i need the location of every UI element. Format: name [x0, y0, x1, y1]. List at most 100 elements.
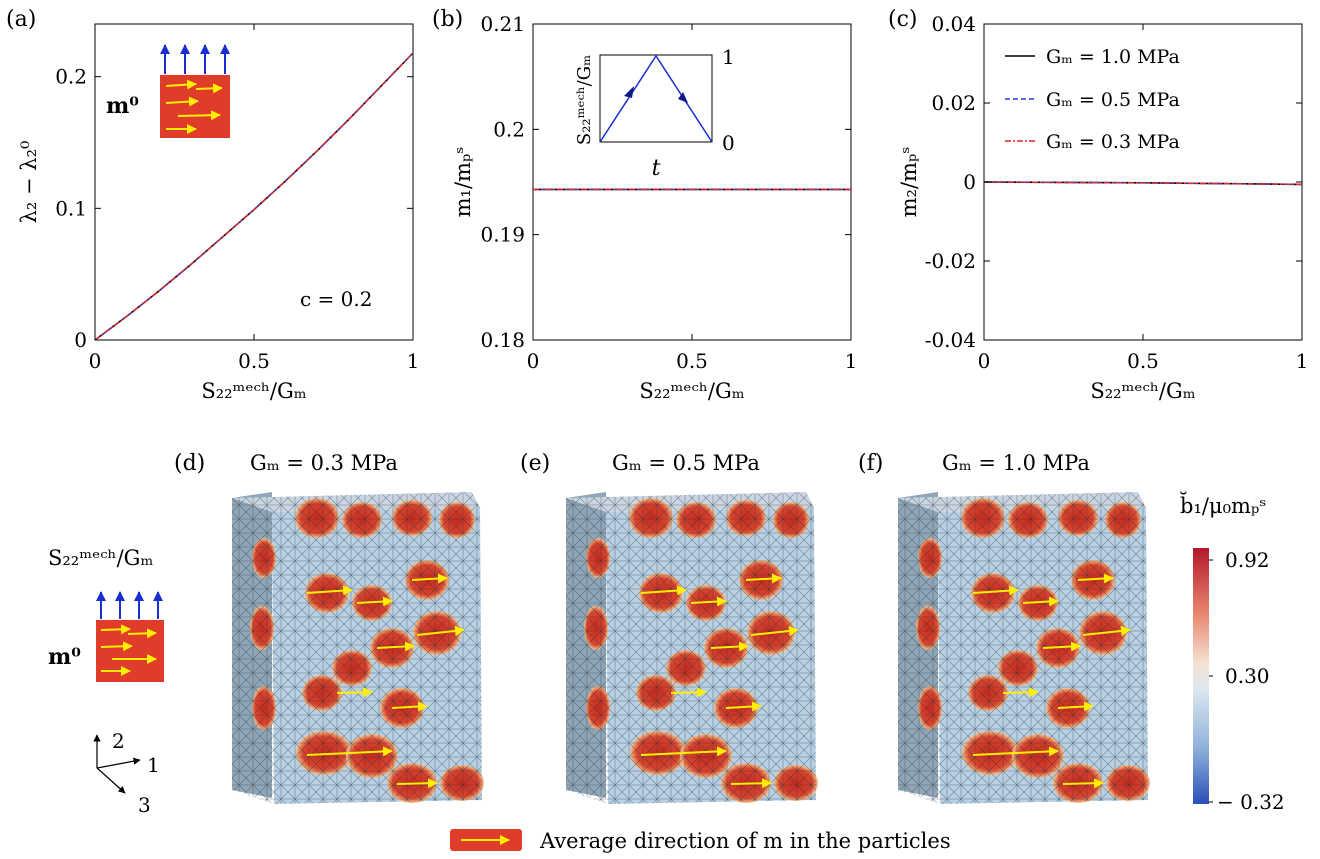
svg-text:m₂/mₚˢ: m₂/mₚˢ — [897, 147, 921, 218]
inset-xlabel: t — [652, 156, 661, 181]
svg-text:λ₂ − λ₂⁰: λ₂ − λ₂⁰ — [17, 141, 41, 224]
x-tick-label: 0.5 — [1127, 349, 1159, 373]
panel-a: (a) λ₂ − λ₂⁰ S₂₂ᵐᵉᶜʰ/Gₘ c = 0.2 0 0.5 1 0 0.… — [6, 7, 419, 403]
magnetization-arrow-icon — [396, 778, 438, 789]
cube-mesh — [898, 492, 1150, 804]
magnetization-arrow-icon — [1042, 641, 1081, 652]
y-tick-label: 0.1 — [55, 196, 87, 220]
x-tick-label: 1 — [1296, 349, 1309, 373]
y-tick-label: 0.21 — [480, 12, 525, 36]
y-tick-label: 0.19 — [480, 223, 525, 247]
ticks-b: 0 0.5 1 0.18 0.19 0.2 0.21 — [480, 12, 857, 373]
colorbar: b̆₁/μ₀mₚˢ 0.92 0.30 − 0.32 — [1180, 491, 1285, 814]
magnetization-arrow-icon — [306, 746, 393, 757]
ticks-c: 0 0.5 1 -0.04 -0.02 0 0.02 0.04 — [925, 12, 1309, 373]
x-tick-label: 0 — [527, 349, 540, 373]
y-tick-label: 0.2 — [55, 65, 87, 89]
series-marks-a — [94, 52, 414, 341]
magnetization-arrow-icon — [710, 641, 749, 652]
panel-b: (b) m₁/mₚˢ S₂₂ᵐᵉᶜʰ/Gₘ 0 0.5 1 0.18 0.19 0.2 0.… — [432, 7, 857, 403]
panel-label-e: (e) — [520, 451, 550, 476]
particle-legend: Average direction of m in the particles — [450, 829, 951, 853]
axis-1-arrow-icon — [96, 757, 141, 769]
unloading-arrow-icon — [678, 92, 688, 103]
colorbar-title: b̆₁/μ₀mₚˢ — [1180, 491, 1267, 518]
magnetization-arrow-icon — [1002, 687, 1039, 698]
colorbar-tick-mid: 0.30 — [1225, 664, 1270, 688]
cube-title-f: Gₘ = 1.0 MPa — [942, 451, 1090, 475]
magnetization-arrow-icon — [127, 628, 157, 639]
cube-mesh — [566, 492, 818, 804]
cube-panel-f: (f) Gₘ = 1.0 MPa — [858, 451, 1150, 804]
annotation-c: c = 0.2 — [300, 287, 372, 311]
svg-text:S₂₂ᵐᵉᶜʰ/Gₘ: S₂₂ᵐᵉᶜʰ/Gₘ — [574, 55, 595, 145]
xlabel-c: S₂₂ᵐᵉᶜʰ/Gₘ — [1090, 379, 1195, 403]
load-label: S₂₂ᵐᵉᶜʰ/Gₘ — [48, 546, 153, 570]
magnetization-arrow-icon — [306, 585, 353, 596]
magnetization-arrow-icon — [725, 701, 762, 712]
magnetization-arrow-icon — [690, 596, 727, 607]
legend-entry-2: Gₘ = 0.5 MPa — [1046, 89, 1180, 111]
panel-label-c: (c) — [888, 7, 918, 32]
legend-entry-3: Gₘ = 0.3 MPa — [1046, 131, 1180, 153]
magnetization-arrow-icon — [177, 110, 221, 121]
magnetization-arrow-icon — [165, 79, 197, 90]
m0-label-a: m⁰ — [106, 93, 139, 119]
y-tick-label: -0.04 — [925, 328, 976, 352]
inset-bottom-tick: 0 — [722, 131, 735, 155]
ticks-a: 0 0.5 1 0 0.1 0.2 — [55, 24, 419, 373]
ylabel-c: m₂/mₚˢ — [897, 147, 921, 218]
panel-c: (c) m₂/mₚˢ S₂₂ᵐᵉᶜʰ/Gₘ 0 0.5 1 -0.04 -0.02 0 0.… — [888, 7, 1308, 403]
magnetization-arrow-icon — [640, 746, 727, 757]
magnetization-arrow-icon — [972, 746, 1059, 757]
panel-label-d: (d) — [174, 451, 205, 476]
svg-text:m₁/mₚˢ: m₁/mₚˢ — [451, 147, 475, 218]
mesh-overlay — [232, 492, 482, 804]
ylabel-b: m₁/mₚˢ — [451, 147, 475, 218]
colorbar-tick-min: − 0.32 — [1217, 790, 1285, 814]
panel-label-f: (f) — [858, 451, 883, 476]
load-history-inset: 1 0 t S₂₂ᵐᵉᶜʰ/Gₘ — [574, 45, 735, 181]
series-marks-c — [983, 181, 1303, 186]
y-tick-label: 0.04 — [931, 12, 976, 36]
inset-ylabel: S₂₂ᵐᵉᶜʰ/Gₘ — [574, 55, 595, 145]
colorbar-tick-max: 0.92 — [1225, 548, 1270, 572]
cube-title-e: Gₘ = 0.5 MPa — [612, 451, 760, 475]
colorbar-gradient — [1193, 548, 1209, 804]
legend-entry-1: Gₘ = 1.0 MPa — [1046, 46, 1180, 68]
x-tick-label: 0.5 — [676, 349, 708, 373]
x-tick-label: 1 — [407, 349, 420, 373]
magnetization-arrow-icon — [100, 624, 131, 635]
mesh-overlay — [566, 492, 816, 804]
series-line-c-3 — [983, 181, 1303, 186]
cube-panel-e: (e) Gₘ = 0.5 MPa — [520, 451, 818, 804]
magnetization-arrow-icon — [750, 625, 799, 636]
magnetization-arrow-icon — [1077, 573, 1114, 584]
axes-triad: 2 1 3 — [93, 729, 160, 817]
loading-schematic: S₂₂ᵐᵉᶜʰ/Gₘ m⁰ — [48, 546, 164, 682]
magnetization-arrow-icon — [640, 585, 687, 596]
inset-frame — [599, 54, 713, 143]
axis-3-label: 3 — [138, 793, 151, 817]
magnetization-arrow-icon — [411, 573, 448, 584]
panel-label-a: (a) — [6, 7, 36, 32]
x-tick-label: 0 — [978, 349, 991, 373]
magnetization-arrow-icon — [730, 778, 772, 789]
x-tick-label: 0 — [89, 349, 102, 373]
m0-label: m⁰ — [48, 644, 81, 670]
load-path — [599, 54, 713, 143]
magnetization-arrow-icon — [376, 641, 415, 652]
magnetization-arrow-icon — [416, 625, 465, 636]
cube-panel-d: (d) Gₘ = 0.3 MPa — [174, 451, 484, 804]
magnetization-arrow-icon — [1057, 701, 1094, 712]
particle-legend-text: Average direction of m in the particles — [539, 829, 951, 853]
magnetization-arrow-icon — [670, 687, 707, 698]
magnetization-arrow-icon — [972, 585, 1019, 596]
y-tick-label: 0 — [74, 328, 87, 352]
mesh-overlay — [898, 492, 1148, 804]
x-tick-label: 1 — [845, 349, 858, 373]
xlabel-a: S₂₂ᵐᵉᶜʰ/Gₘ — [201, 379, 306, 403]
y-tick-label: 0.2 — [493, 117, 525, 141]
magnetization-arrow-icon — [391, 701, 428, 712]
